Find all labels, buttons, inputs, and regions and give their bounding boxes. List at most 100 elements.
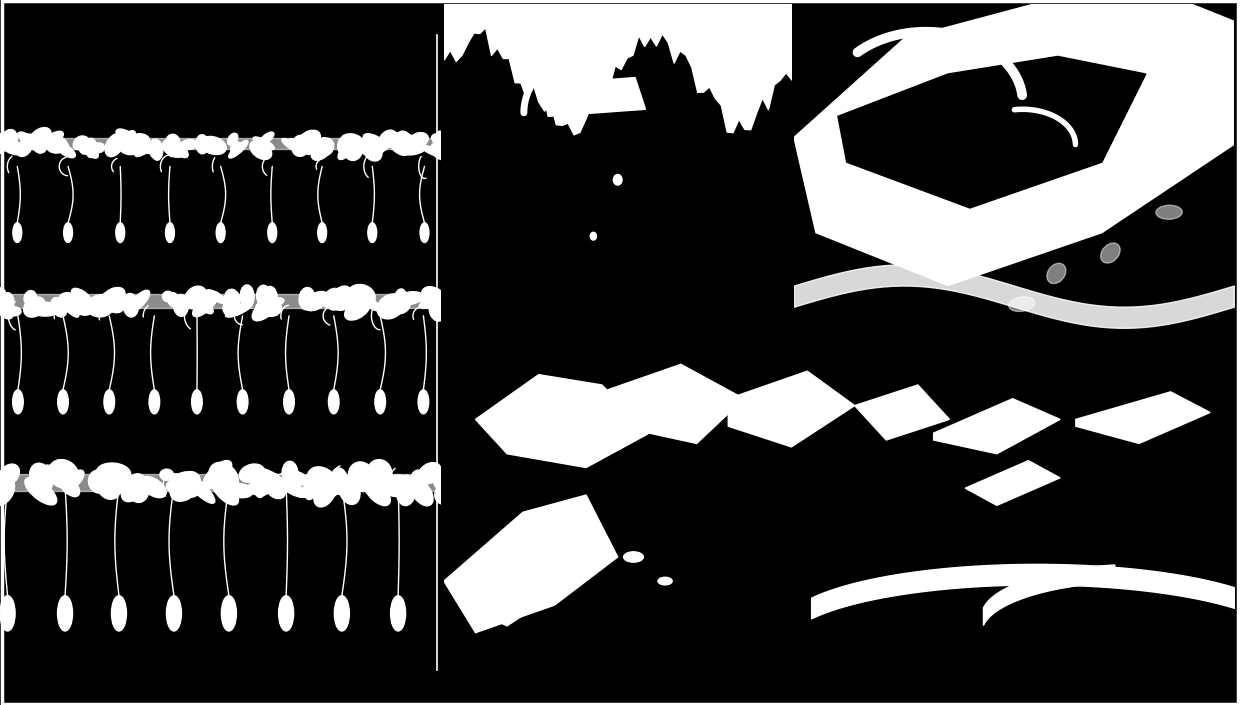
Ellipse shape	[433, 470, 450, 490]
Ellipse shape	[435, 131, 444, 145]
Ellipse shape	[73, 136, 87, 149]
Ellipse shape	[72, 301, 93, 315]
Ellipse shape	[42, 465, 60, 484]
Polygon shape	[838, 56, 1146, 208]
Ellipse shape	[418, 390, 429, 414]
Ellipse shape	[92, 296, 115, 314]
Ellipse shape	[435, 479, 464, 505]
Ellipse shape	[329, 390, 339, 414]
Ellipse shape	[196, 135, 208, 154]
Ellipse shape	[291, 136, 310, 157]
Ellipse shape	[0, 133, 4, 147]
Ellipse shape	[590, 232, 596, 240]
Ellipse shape	[211, 477, 238, 505]
Ellipse shape	[180, 140, 198, 149]
Ellipse shape	[253, 137, 274, 149]
Ellipse shape	[259, 474, 278, 491]
Ellipse shape	[131, 475, 148, 495]
Ellipse shape	[420, 223, 429, 243]
Ellipse shape	[1156, 205, 1182, 219]
Ellipse shape	[324, 294, 346, 310]
Ellipse shape	[387, 132, 410, 155]
Ellipse shape	[394, 289, 405, 305]
Polygon shape	[1076, 392, 1210, 443]
Ellipse shape	[57, 298, 87, 312]
Ellipse shape	[51, 298, 67, 317]
Ellipse shape	[386, 133, 396, 147]
Ellipse shape	[197, 139, 216, 151]
Ellipse shape	[341, 134, 363, 148]
Ellipse shape	[88, 470, 109, 493]
Ellipse shape	[57, 596, 73, 631]
Ellipse shape	[192, 292, 218, 317]
Ellipse shape	[210, 462, 238, 492]
Ellipse shape	[118, 134, 140, 155]
Ellipse shape	[343, 136, 357, 153]
Ellipse shape	[322, 288, 340, 307]
Ellipse shape	[391, 596, 405, 631]
Ellipse shape	[100, 288, 125, 307]
Ellipse shape	[432, 143, 445, 159]
Ellipse shape	[169, 143, 180, 157]
Ellipse shape	[257, 286, 270, 306]
Ellipse shape	[255, 298, 284, 309]
Ellipse shape	[109, 140, 125, 152]
Ellipse shape	[614, 174, 622, 185]
Ellipse shape	[429, 300, 446, 321]
Ellipse shape	[29, 303, 57, 316]
Ellipse shape	[29, 128, 51, 148]
Ellipse shape	[25, 477, 57, 505]
Ellipse shape	[399, 135, 413, 149]
Ellipse shape	[0, 140, 26, 155]
Polygon shape	[601, 364, 744, 443]
Ellipse shape	[149, 139, 162, 159]
Ellipse shape	[363, 140, 382, 161]
Ellipse shape	[420, 145, 443, 157]
Ellipse shape	[294, 135, 315, 147]
Ellipse shape	[200, 137, 226, 154]
Ellipse shape	[166, 596, 181, 631]
Ellipse shape	[283, 461, 298, 484]
Ellipse shape	[339, 140, 356, 159]
Ellipse shape	[87, 295, 114, 317]
Ellipse shape	[117, 129, 141, 147]
Ellipse shape	[126, 297, 139, 309]
Ellipse shape	[0, 301, 4, 312]
Ellipse shape	[339, 476, 360, 504]
Ellipse shape	[397, 131, 414, 151]
Ellipse shape	[0, 135, 6, 152]
Ellipse shape	[397, 292, 423, 305]
Polygon shape	[934, 399, 1060, 454]
Ellipse shape	[422, 287, 449, 312]
Ellipse shape	[61, 477, 79, 496]
Ellipse shape	[1, 130, 17, 150]
Ellipse shape	[317, 475, 345, 494]
Ellipse shape	[118, 137, 140, 154]
Ellipse shape	[122, 477, 146, 502]
Ellipse shape	[267, 483, 285, 498]
Ellipse shape	[166, 479, 200, 498]
Text: B: B	[450, 11, 469, 35]
Ellipse shape	[52, 460, 68, 486]
Polygon shape	[728, 372, 854, 447]
Ellipse shape	[419, 299, 439, 308]
Ellipse shape	[170, 474, 202, 488]
Ellipse shape	[129, 290, 150, 312]
Ellipse shape	[100, 293, 124, 313]
Ellipse shape	[61, 300, 79, 317]
Ellipse shape	[227, 484, 253, 498]
Ellipse shape	[0, 298, 16, 316]
Ellipse shape	[166, 134, 180, 150]
Ellipse shape	[0, 132, 1, 151]
Ellipse shape	[115, 223, 125, 243]
Ellipse shape	[432, 134, 451, 148]
Ellipse shape	[170, 472, 201, 501]
Ellipse shape	[67, 470, 84, 489]
Ellipse shape	[12, 390, 24, 414]
Ellipse shape	[223, 300, 237, 315]
Ellipse shape	[140, 477, 166, 498]
Ellipse shape	[347, 284, 376, 307]
Ellipse shape	[404, 145, 427, 155]
Ellipse shape	[410, 479, 433, 505]
Ellipse shape	[72, 288, 92, 305]
